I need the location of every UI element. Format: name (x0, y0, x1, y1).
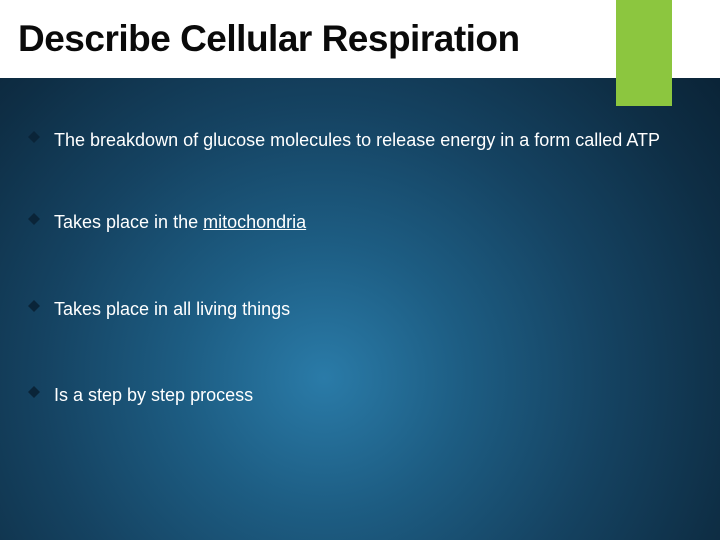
diamond-bullet-icon (28, 131, 40, 143)
accent-block (616, 0, 672, 106)
bullet-text: The breakdown of glucose molecules to re… (54, 128, 660, 152)
bullet-text: Takes place in the mitochondria (54, 210, 306, 234)
bullet-text-pre: Takes place in the (54, 212, 203, 232)
bullet-item: Takes place in all living things (28, 297, 660, 321)
bullet-item: The breakdown of glucose molecules to re… (28, 128, 660, 152)
title-bar: Describe Cellular Respiration (0, 0, 720, 78)
diamond-bullet-icon (28, 386, 40, 398)
bullet-text-pre: Takes place in all living things (54, 299, 290, 319)
slide-content: The breakdown of glucose molecules to re… (28, 128, 660, 407)
diamond-bullet-icon (28, 213, 40, 225)
bullet-text-pre: Is a step by step process (54, 385, 253, 405)
bullet-text-pre: The breakdown of glucose molecules to re… (54, 130, 660, 150)
bullet-text: Is a step by step process (54, 383, 253, 407)
bullet-item: Takes place in the mitochondria (28, 210, 660, 234)
bullet-text: Takes place in all living things (54, 297, 290, 321)
bullet-item: Is a step by step process (28, 383, 660, 407)
diamond-bullet-icon (28, 300, 40, 312)
slide: Describe Cellular Respiration The breakd… (0, 0, 720, 540)
bullet-text-underlined: mitochondria (203, 212, 306, 232)
slide-title: Describe Cellular Respiration (18, 18, 520, 60)
